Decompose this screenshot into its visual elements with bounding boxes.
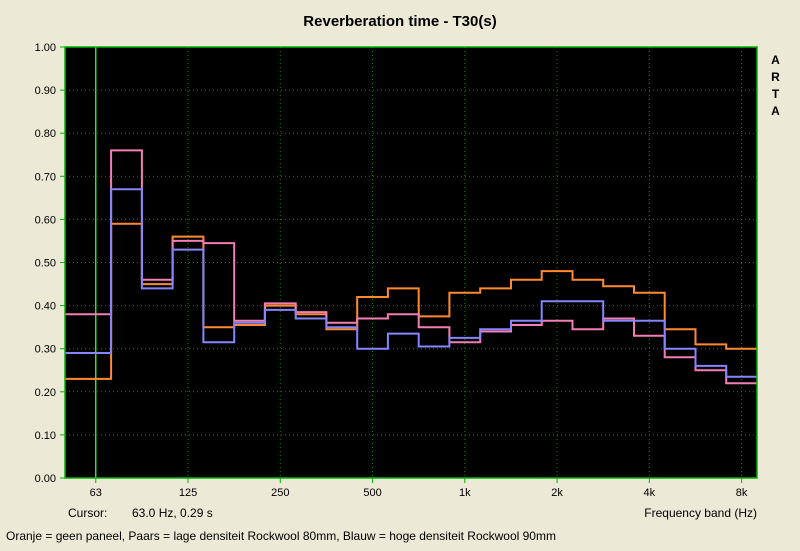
y-tick-label: 0.00	[35, 473, 56, 485]
x-axis-label: Frequency band (Hz)	[644, 506, 757, 520]
status-row: Cursor: 63.0 Hz, 0.29 s Frequency band (…	[0, 506, 800, 522]
y-tick-label: 0.40	[35, 301, 56, 313]
y-tick-label: 0.30	[35, 344, 56, 356]
y-tick-label: 0.20	[35, 387, 56, 399]
y-tick-label: 0.60	[35, 214, 56, 226]
x-tick-label: 1k	[459, 487, 471, 499]
y-tick-label: 0.70	[35, 171, 56, 183]
plot-frame	[64, 46, 758, 479]
y-tick-label: 0.90	[35, 85, 56, 97]
chart-title: Reverberation time - T30(s)	[303, 13, 497, 30]
x-tick-label: 8k	[736, 487, 748, 499]
series-oranje	[65, 222, 757, 380]
series-paars	[65, 149, 757, 385]
x-tick-label: 125	[179, 487, 197, 499]
cursor-readout: 63.0 Hz, 0.29 s	[132, 506, 213, 520]
x-tick-label: 63	[90, 487, 102, 499]
x-tick-label: 250	[271, 487, 289, 499]
x-tick-label: 4k	[644, 487, 656, 499]
cursor-label: Cursor:	[68, 506, 108, 520]
y-tick-label: 0.10	[35, 430, 56, 442]
legend-line: Oranje = geen paneel, Paars = lage densi…	[6, 529, 556, 543]
x-tick-label: 500	[363, 487, 381, 499]
y-tick-label: 0.50	[35, 258, 56, 270]
x-tick-label: 2k	[551, 487, 563, 499]
series-blauw	[65, 188, 757, 378]
y-tick-label: 1.00	[35, 42, 56, 54]
arta-watermark: ARTA	[771, 53, 780, 118]
y-tick-label: 0.80	[35, 128, 56, 140]
